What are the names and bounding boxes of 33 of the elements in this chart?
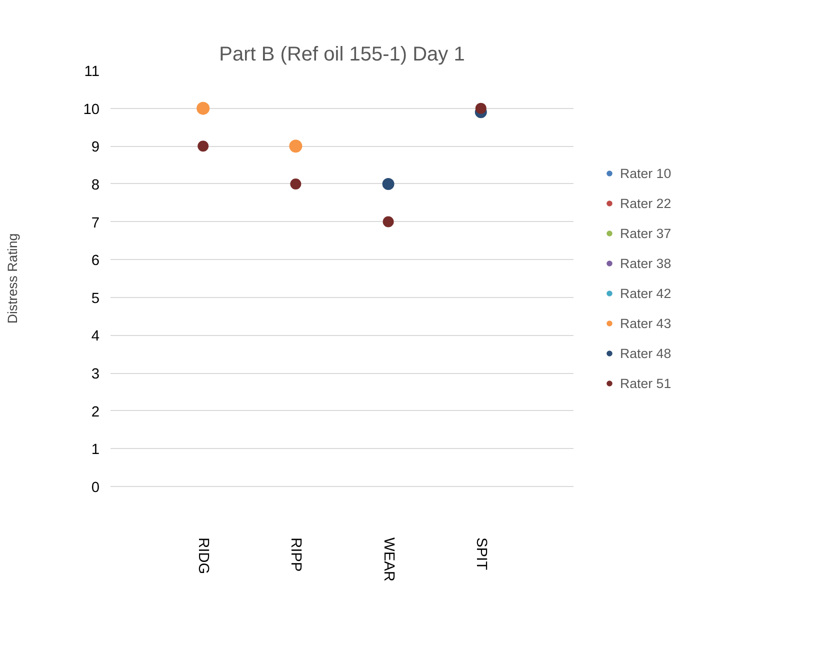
point [290,178,302,190]
legend-label: Rater 37 [620,226,672,240]
x-tick-label: RIDG [195,538,212,574]
y-tick-label: 10 [83,102,100,118]
y-tick-label: 11 [84,64,100,80]
y-tick-label: 4 [91,328,100,345]
legend-label: Rater 10 [620,166,672,180]
legend-label: Rater 43 [620,316,672,330]
y-tick-label: 7 [91,215,100,232]
legend-label: Rater 42 [620,286,672,300]
y-tick-label: 5 [91,290,100,307]
y-tick-label: 9 [91,140,100,156]
legend-label: Rater 48 [620,346,672,360]
point [289,140,302,153]
x-tick-label: SPIT [472,538,489,570]
y-tick-label: 0 [91,480,100,496]
point [475,102,486,114]
point [196,102,210,115]
y-axis-title: Distress Rating [5,233,20,324]
y-tick-label: 8 [91,177,100,194]
legend-label: Rater 38 [620,256,672,270]
x-tick-label: RIPP [288,538,304,572]
y-tick-label: 3 [91,366,100,383]
point [198,140,209,152]
chart-title: Part B (Ref oil 155-1) Day 1 [219,44,465,66]
legend-label: Rater 22 [620,196,672,210]
y-tick-label: 2 [91,404,100,420]
legend-label: Rater 51 [620,376,672,390]
x-tick-label: WEAR [380,538,396,582]
point [382,178,394,190]
y-tick-label: 6 [91,253,100,270]
y-tick-label: 1 [91,442,100,458]
point [382,216,394,228]
